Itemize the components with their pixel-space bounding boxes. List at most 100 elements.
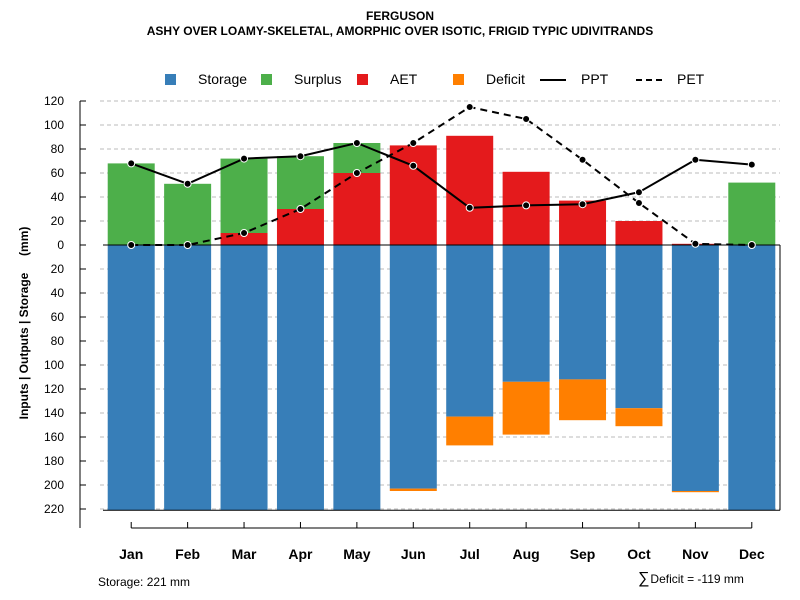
pet-line-point — [352, 169, 361, 177]
storage-bar — [276, 245, 324, 511]
y-tick-label: 200 — [44, 478, 64, 492]
chart-title: FERGUSON — [365, 9, 434, 23]
storage-bar — [446, 245, 494, 417]
ppt-line-point — [747, 160, 756, 169]
legend-line-pet — [636, 79, 662, 81]
surplus-bar — [276, 156, 324, 209]
sigma-icon: ∑ — [638, 570, 650, 587]
legend-swatch-storage — [165, 74, 176, 85]
ppt-line-point — [183, 179, 192, 188]
pet-line-point — [127, 241, 136, 249]
surplus-bar — [333, 143, 381, 173]
x-tick-label: Mar — [232, 546, 257, 562]
y-tick-label: 60 — [51, 310, 65, 324]
pet-line-point — [183, 241, 192, 249]
x-tick-label: May — [343, 546, 370, 562]
ppt-line-point — [691, 155, 700, 164]
ppt-line-point — [634, 188, 643, 197]
ppt-line-point — [127, 159, 136, 168]
ppt-line-point — [578, 200, 587, 209]
y-tick-label: 100 — [44, 358, 64, 372]
storage-bar — [671, 245, 719, 491]
y-tick-label: 40 — [51, 190, 65, 204]
aet-bar — [276, 209, 324, 245]
storage-bar — [164, 245, 212, 511]
y-tick-label: 80 — [51, 142, 65, 156]
legend-label-deficit: Deficit — [486, 71, 525, 87]
y-axis-label: Inputs | Outputs | Storage (mm) — [17, 227, 31, 420]
ppt-line-point — [296, 152, 305, 161]
deficit-bar — [446, 416, 494, 446]
legend-swatch-surplus — [261, 74, 272, 85]
storage-bar — [389, 245, 437, 489]
legend-label-ppt: PPT — [581, 71, 609, 87]
pet-line — [131, 105, 752, 246]
x-tick-label: Jan — [119, 546, 143, 562]
legend-label-surplus: Surplus — [294, 71, 342, 87]
storage-bar — [333, 245, 381, 511]
ppt-line-point — [352, 139, 361, 147]
y-tick-label: 80 — [51, 334, 65, 348]
y-tick-label: 220 — [44, 502, 64, 516]
y-tick-label: 100 — [44, 118, 64, 132]
legend-label-storage: Storage — [198, 71, 248, 87]
deficit-bar — [559, 379, 607, 421]
y-tick-label: 120 — [44, 382, 64, 396]
legend-swatch-aet — [357, 74, 368, 85]
x-tick-label: Feb — [175, 546, 200, 562]
legend-label-pet: PET — [677, 71, 705, 87]
legend-swatch-deficit — [453, 74, 464, 85]
storage-bar — [502, 245, 550, 382]
y-tick-label: 60 — [51, 166, 65, 180]
ppt-line-point — [240, 154, 249, 163]
x-tick-label: Sep — [570, 546, 596, 562]
pet-line-point — [465, 103, 474, 111]
deficit-bar — [615, 408, 663, 427]
pet-line-point — [578, 155, 587, 164]
aet-bar — [333, 173, 381, 245]
pet-line-point — [522, 115, 531, 123]
pet-line-point — [240, 229, 249, 237]
y-tick-label: 120 — [44, 94, 64, 108]
legend-label-aet: AET — [390, 71, 418, 87]
y-tick-label: 0 — [57, 238, 64, 252]
storage-bar — [728, 245, 776, 511]
storage-note: Storage: 221 mm — [98, 575, 191, 589]
aet-bar — [446, 135, 494, 245]
y-tick-label: 40 — [51, 286, 65, 300]
storage-bar — [615, 245, 663, 409]
y-tick-label: 20 — [51, 214, 65, 228]
pet-line-point — [296, 205, 305, 213]
deficit-note-text: Deficit = -119 mm — [650, 572, 744, 586]
y-tick-label: 180 — [44, 454, 64, 468]
surplus-bar — [164, 183, 212, 245]
x-tick-label: Nov — [682, 546, 709, 562]
deficit-bar — [502, 381, 550, 435]
x-tick-label: Apr — [288, 546, 313, 562]
pet-line-point — [747, 241, 756, 249]
aet-bar — [389, 145, 437, 245]
pet-line-point — [691, 239, 700, 248]
surplus-bar — [107, 163, 155, 245]
y-tick-label: 20 — [51, 262, 65, 276]
y-tick-label: 160 — [44, 430, 64, 444]
x-tick-label: Jul — [460, 546, 480, 562]
storage-bar — [220, 245, 268, 511]
deficit-bar — [671, 491, 719, 493]
x-tick-label: Jun — [401, 546, 426, 562]
deficit-note: ∑Deficit = -119 mm — [638, 570, 744, 588]
legend-line-ppt — [540, 79, 566, 81]
x-tick-label: Dec — [739, 546, 765, 562]
storage-bar — [559, 245, 607, 380]
pet-line-point — [634, 199, 643, 207]
deficit-bar — [389, 488, 437, 491]
surplus-bar — [728, 182, 776, 245]
ppt-line-point — [409, 161, 418, 170]
ppt-line — [130, 141, 752, 209]
aet-bar — [615, 221, 663, 245]
chart-subtitle: ASHY OVER LOAMY-SKELETAL, AMORPHIC OVER … — [146, 24, 654, 38]
surplus-bar — [220, 158, 268, 233]
ppt-line-point — [465, 203, 474, 212]
pet-line-point — [409, 139, 418, 147]
